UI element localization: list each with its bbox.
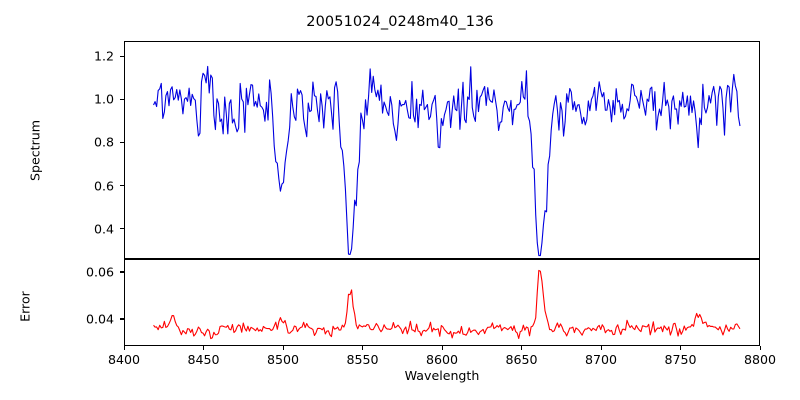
error-y-tick-label: 0.06: [85, 264, 114, 280]
x-tickmark: [441, 346, 443, 350]
spectrum-y-tickmark: [120, 228, 124, 230]
wavelength-axis-label: Wavelength: [404, 368, 480, 383]
x-tick-label: 8600: [425, 352, 459, 367]
x-tick-label: 8550: [346, 352, 379, 367]
x-tickmark: [600, 346, 602, 350]
spectrum-y-tickmark: [120, 98, 124, 100]
spectrum-y-tick-label: 1.0: [93, 91, 114, 107]
error-y-tickmark: [120, 271, 124, 273]
x-tickmark: [521, 346, 523, 350]
error-y-tick-label: 0.04: [85, 311, 114, 327]
x-tick-label: 8800: [743, 352, 777, 367]
spectrum-polyline: [154, 66, 740, 255]
spectrum-y-tick-label: 0.6: [93, 178, 114, 194]
x-tickmark: [759, 346, 761, 350]
spectrum-axis-label: Spectrum: [27, 119, 43, 182]
x-tick-label: 8500: [266, 352, 300, 367]
error-polyline: [154, 270, 740, 338]
error-panel: [124, 259, 760, 346]
x-tick-label: 8450: [187, 352, 220, 367]
x-tickmark: [203, 346, 205, 350]
spectrum-y-tick-label: 0.8: [93, 134, 114, 150]
spectrum-y-tick-label: 0.4: [93, 221, 114, 237]
error-axis-label: Error: [17, 291, 33, 322]
spectrum-y-tickmark: [120, 55, 124, 57]
spectrum-panel: [124, 41, 760, 259]
spectrum-y-tickmark: [120, 141, 124, 144]
spectrum-y-tick-label: 1.2: [93, 48, 114, 64]
page-title: 20051024_0248m40_136: [306, 14, 494, 30]
spectrum-trace: [125, 42, 759, 258]
x-tick-label: 8400: [107, 352, 141, 367]
x-tick-label: 8750: [664, 352, 697, 367]
spectrum-y-tickmark: [120, 185, 124, 187]
x-tick-label: 8650: [505, 352, 538, 367]
x-tickmark: [362, 346, 364, 350]
x-tickmark: [123, 346, 125, 350]
error-y-tickmark: [120, 318, 124, 320]
x-tickmark: [680, 346, 682, 350]
error-trace: [125, 260, 759, 345]
x-tick-label: 8700: [584, 352, 618, 367]
x-tickmark: [282, 346, 284, 350]
